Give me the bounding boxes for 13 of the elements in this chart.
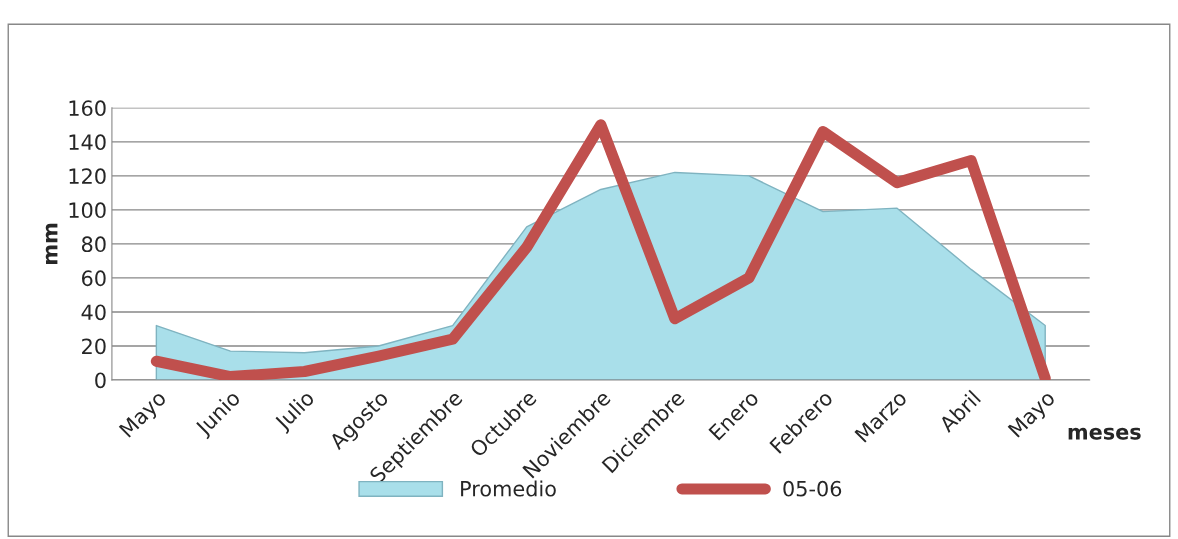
legend-label: Promedio: [461, 480, 556, 497]
y-tick-label: 140: [69, 134, 106, 151]
legend-label: 05-06: [783, 480, 842, 497]
y-tick-label: 20: [82, 338, 106, 355]
y-tick-label: 80: [81, 236, 106, 253]
y-tick-label: 100: [69, 202, 106, 219]
y-tick-label: 120: [69, 168, 106, 185]
y-tick-label: 0: [95, 372, 106, 389]
y-axis-title: mm: [45, 223, 58, 264]
x-axis-title: meses: [1068, 427, 1141, 440]
y-tick-label: 160: [69, 100, 106, 117]
y-tick-label: 40: [81, 304, 106, 321]
y-tick-label: 60: [81, 270, 106, 287]
